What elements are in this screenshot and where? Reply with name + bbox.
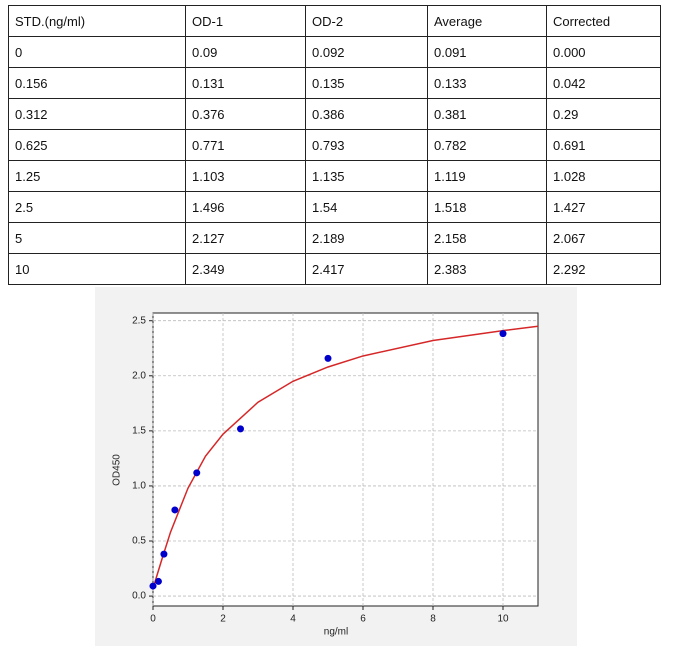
table-cell: 0.092 [305,36,428,68]
table-cell: 0.091 [427,36,547,68]
y-tick-label: 1.5 [132,426,146,437]
table-cell: 0.156 [8,67,186,99]
table-cell: 0.312 [8,98,186,130]
table-cell: 0.09 [185,36,306,68]
table-cell: 10 [8,253,186,285]
table-cell: 0.000 [546,36,661,68]
data-point [237,425,244,433]
table-cell: 2.189 [305,222,428,254]
table-cell: 1.25 [8,160,186,192]
table-cell: 1.119 [427,160,547,192]
table-cell: 1.54 [305,191,428,223]
table-cell: 0.135 [305,67,428,99]
chart: ng/ml OD450 0.0 0.5 1.0 1.5 2.0 2.5 0 2 4 6 8 10 [95,287,577,646]
y-tick-label: 1.0 [132,481,146,492]
table-cell: 2.158 [427,222,547,254]
table-cell: Average [427,5,547,37]
table-row: 0.312 0.376 0.386 0.381 0.29 [8,98,661,130]
table-row: 10 2.349 2.417 2.383 2.292 [8,253,661,285]
table-cell: 0.042 [546,67,661,99]
table-cell: 2.349 [185,253,306,285]
table-cell: 1.135 [305,160,428,192]
data-point [499,330,507,338]
table-cell: 0.386 [305,98,428,130]
table-cell: 1.518 [427,191,547,223]
table-cell: 0.376 [185,98,306,130]
table-cell: 0.782 [427,129,547,161]
table-cell: 2.417 [305,253,428,285]
data-point [160,550,168,558]
table-cell: 0.131 [185,67,306,99]
header-row: STD.(ng/ml) OD-1 OD-2 Average Corrected [8,5,661,37]
data-point [149,582,157,590]
x-tick-label: 10 [497,614,509,625]
table-cell: 0.625 [8,129,186,161]
table-cell: 0.793 [305,129,428,161]
table-row: 0.156 0.131 0.135 0.133 0.042 [8,67,661,99]
table-cell: 1.103 [185,160,306,192]
table-row: 1.25 1.103 1.135 1.119 1.028 [8,160,661,192]
table-cell: 0.771 [185,129,306,161]
data-point [193,469,201,477]
table-cell: 0.381 [427,98,547,130]
table-cell: 2.292 [546,253,661,285]
table-cell: OD-1 [185,5,306,37]
table-cell: 0.691 [546,129,661,161]
x-tick-label: 8 [430,614,436,625]
fit-curve [152,325,539,589]
x-tick-label: 0 [150,614,156,625]
table-cell: 0.29 [546,98,661,130]
table-cell: 1.028 [546,160,661,192]
x-tick-label: 4 [290,614,296,625]
x-tick-label: 2 [220,614,226,625]
y-tick-label: 2.0 [132,370,146,381]
table-cell: 1.496 [185,191,306,223]
table-cell: 5 [8,222,186,254]
data-point [154,577,162,585]
table-cell: 0.133 [427,67,547,99]
data-table: STD.(ng/ml) OD-1 OD-2 Average Corrected 0 0.09… [8,5,661,285]
table-cell: OD-2 [305,5,428,37]
y-axis-label: OD450 [112,454,123,486]
table-cell: 2.5 [8,191,186,223]
data-point [171,506,179,514]
x-axis-label: ng/ml [324,627,348,638]
table-cell: Corrected [546,5,661,37]
y-tick-label: 0.0 [132,591,146,602]
x-tick-label: 6 [360,614,366,625]
table-cell: STD.(ng/ml) [8,5,186,37]
data-point [324,354,332,362]
table-cell: 1.427 [546,191,661,223]
table-row: 0 0.09 0.092 0.091 0.000 [8,36,661,68]
table-cell: 2.383 [427,253,547,285]
table-row: 0.625 0.771 0.793 0.782 0.691 [8,129,661,161]
y-tick-label: 2.5 [132,315,146,326]
table-cell: 0 [8,36,186,68]
plot-area [152,312,539,607]
y-tick-label: 0.5 [132,536,146,547]
table-cell: 2.127 [185,222,306,254]
table-row: 2.5 1.496 1.54 1.518 1.427 [8,191,661,223]
table-cell: 2.067 [546,222,661,254]
table-row: 5 2.127 2.189 2.158 2.067 [8,222,661,254]
